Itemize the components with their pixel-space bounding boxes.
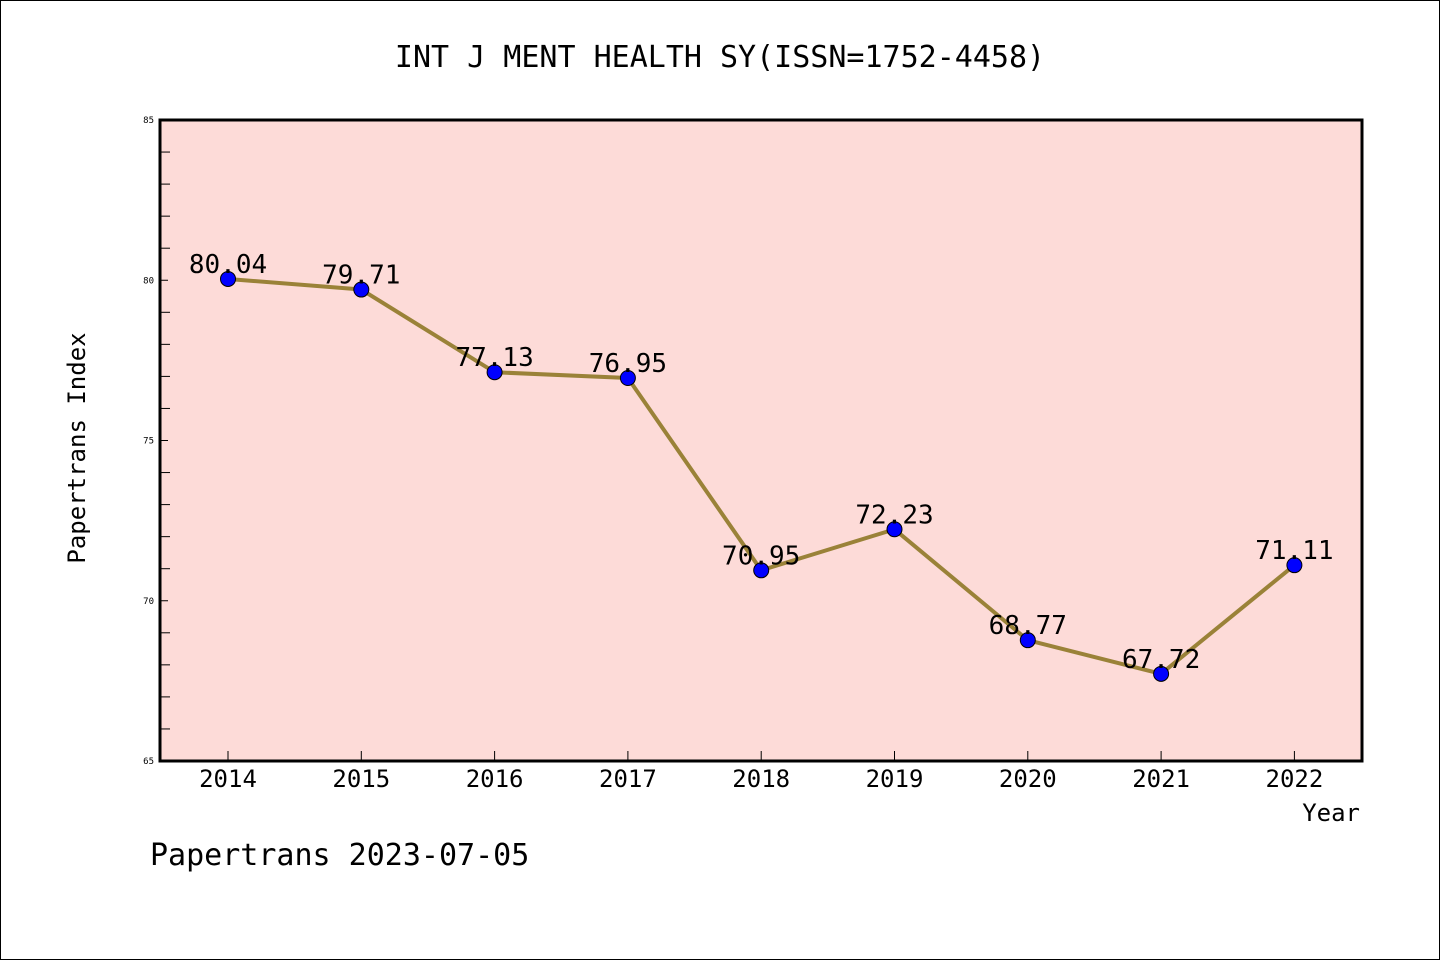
- x-axis-ticks: 2014 2015 2016 2017 2018 2019 2020 2021 2022: [199, 751, 1323, 793]
- y-axis-ticks: 65 70 75 80 85: [143, 116, 170, 767]
- y-tick-label: 70: [143, 597, 154, 607]
- y-tick-label: 80: [143, 276, 154, 286]
- data-point: [1286, 557, 1303, 574]
- x-tick-label: 2017: [599, 765, 657, 793]
- x-tick-label: 2019: [866, 765, 924, 793]
- data-point: [886, 521, 903, 538]
- data-point: [220, 270, 236, 287]
- data-label: 67.72: [1122, 645, 1200, 675]
- x-tick-label: 2020: [999, 765, 1057, 793]
- data-label: 77.13: [455, 343, 533, 373]
- footer-date-stamp: Papertrans 2023-07-05: [150, 838, 529, 873]
- x-tick-label: 2018: [732, 765, 790, 793]
- data-label: 76.95: [589, 349, 667, 379]
- x-tick-label: 2022: [1266, 765, 1324, 793]
- data-point: [753, 562, 770, 579]
- data-points: [220, 270, 1303, 682]
- y-tick-label: 75: [143, 437, 154, 447]
- x-tick-label: 2015: [332, 765, 390, 793]
- data-labels: 80.04 79.71 77.13 76.95 70.95 72.23 68.77 67.72…: [189, 250, 1334, 675]
- y-axis-label: Papertrans Index: [63, 332, 91, 563]
- data-point: [486, 364, 503, 381]
- y-tick-label: 65: [143, 757, 154, 767]
- x-tick-label: 2021: [1132, 765, 1190, 793]
- data-label: 72.23: [855, 500, 933, 530]
- x-axis-label: Year: [1302, 799, 1360, 827]
- x-tick-label: 2016: [466, 765, 524, 793]
- chart-title: INT J MENT HEALTH SY(ISSN=1752-4458): [395, 40, 1045, 75]
- x-tick-label: 2014: [199, 765, 257, 793]
- data-label: 70.95: [722, 541, 800, 571]
- data-label: 80.04: [189, 250, 267, 280]
- y-tick-label: 85: [143, 116, 154, 126]
- data-point: [619, 370, 636, 387]
- data-label: 71.11: [1255, 536, 1333, 566]
- plot-area: [158, 118, 1364, 763]
- data-point: [1153, 665, 1170, 682]
- data-label: 79.71: [322, 261, 400, 291]
- data-label: 68.77: [989, 611, 1067, 641]
- data-point: [1019, 632, 1036, 649]
- data-point: [353, 281, 370, 298]
